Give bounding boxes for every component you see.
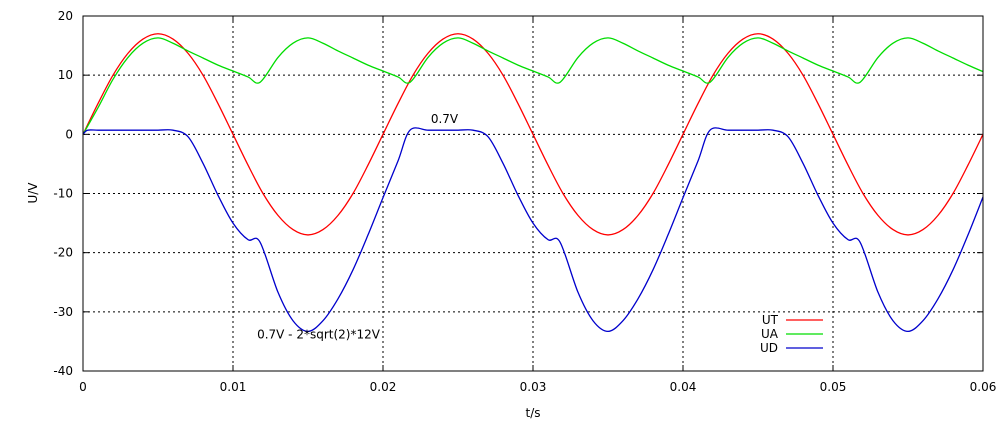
y-tick-label: -10 xyxy=(53,187,73,201)
x-tick-label: 0.03 xyxy=(520,380,547,394)
x-tick-label: 0.05 xyxy=(820,380,847,394)
legend-label-ua: UA xyxy=(761,327,779,341)
series-group xyxy=(82,33,984,333)
x-tick-label: 0.01 xyxy=(220,380,247,394)
legend-label-ut: UT xyxy=(762,313,779,327)
x-tick-label: 0.04 xyxy=(670,380,697,394)
legend-label-ud: UD xyxy=(760,341,778,355)
y-tick-label: -40 xyxy=(53,364,73,378)
y-tick-label: 10 xyxy=(58,68,73,82)
y-tick-label: -30 xyxy=(53,305,73,319)
y-tick-label: 0 xyxy=(65,127,73,141)
y-tick-label: 20 xyxy=(58,9,73,23)
series-line-ut xyxy=(82,33,984,236)
x-tick-labels: 0 0.01 0.02 0.03 0.04 0.05 0.06 xyxy=(79,380,996,394)
annotations: 0.7V 0.7V - 2*sqrt(2)*12V xyxy=(257,112,459,341)
y-axis-label: U/V xyxy=(26,182,40,204)
annotation-label: 0.7V - 2*sqrt(2)*12V xyxy=(257,327,381,341)
series-line-ud xyxy=(82,127,984,333)
y-tick-labels: -40 -30 -20 -10 0 10 20 xyxy=(53,9,73,378)
x-tick-label: 0.02 xyxy=(370,380,397,394)
y-tick-label: -20 xyxy=(53,246,73,260)
series-line-ua xyxy=(82,37,984,135)
x-tick-label: 0 xyxy=(79,380,87,394)
plot-frame xyxy=(82,15,984,372)
x-axis-label: t/s xyxy=(526,406,541,420)
annotation-label: 0.7V xyxy=(431,112,459,126)
axis-ticks xyxy=(82,15,984,372)
x-tick-label: 0.06 xyxy=(970,380,997,394)
